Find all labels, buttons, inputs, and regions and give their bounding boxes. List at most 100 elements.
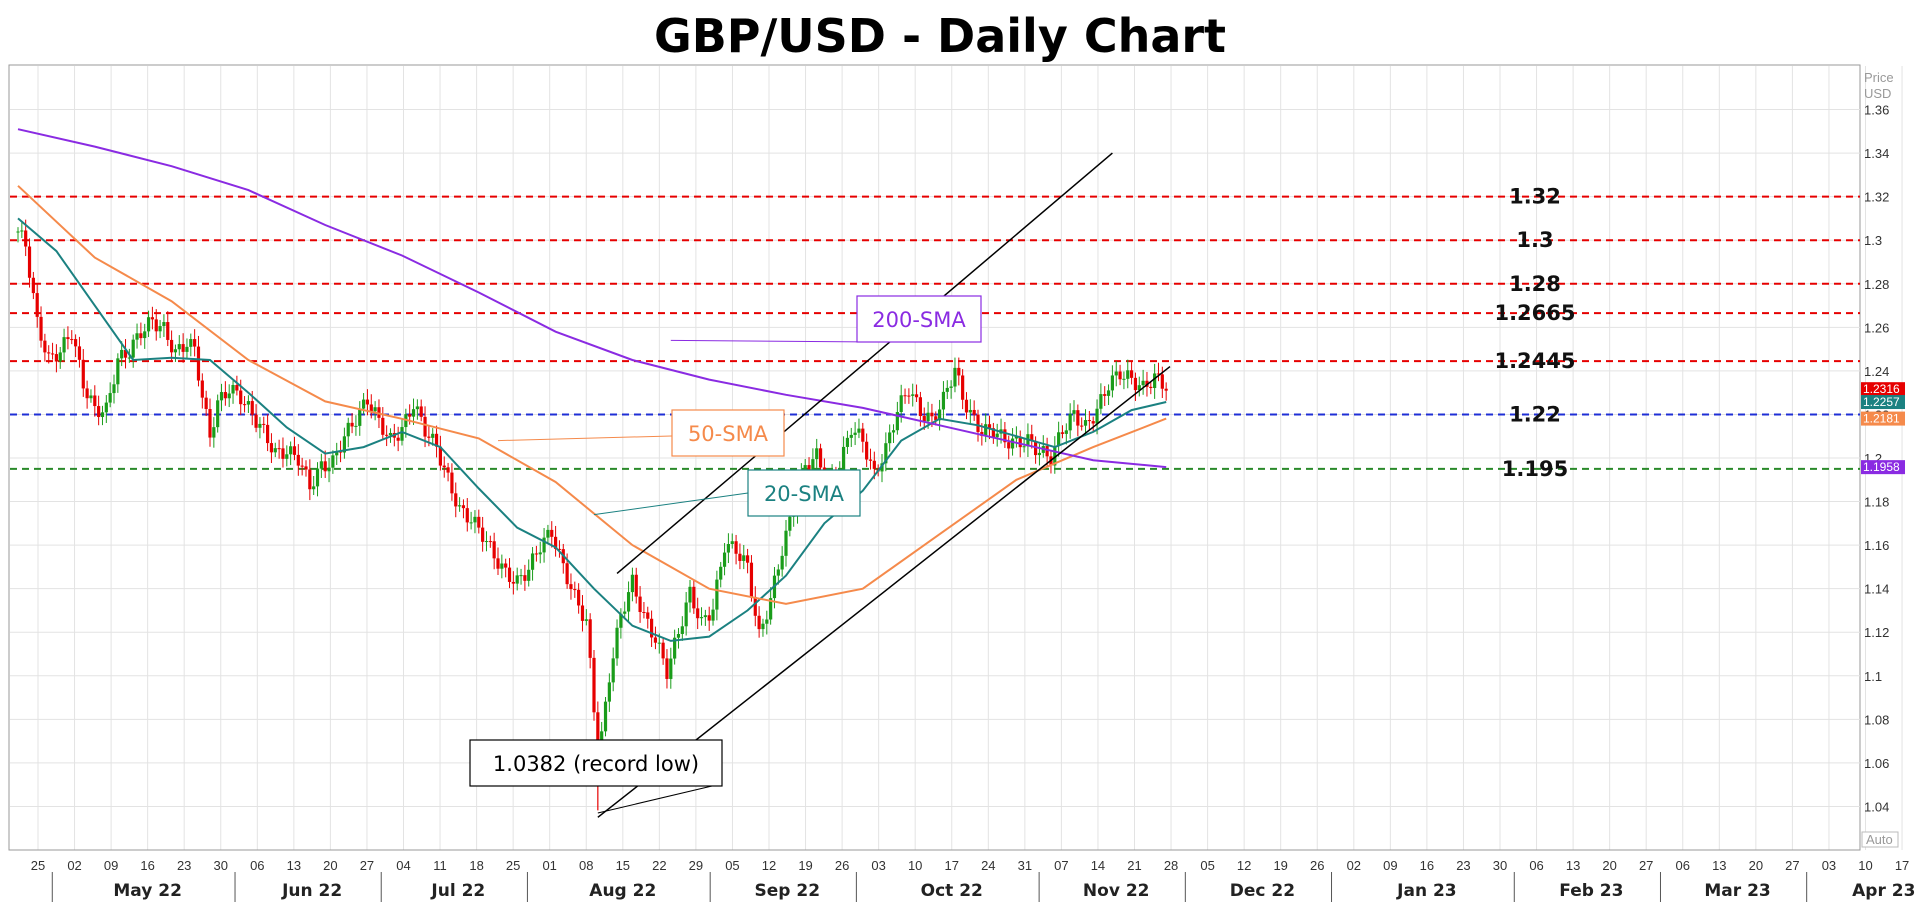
candle-body	[1080, 425, 1084, 427]
x-tick-label: 18	[469, 858, 483, 873]
candle-body	[991, 428, 995, 438]
candle-body	[54, 354, 58, 362]
price-tag	[1861, 382, 1905, 397]
x-tick-label: 04	[396, 858, 410, 873]
candle-body	[603, 701, 608, 732]
candle-body	[250, 401, 254, 415]
y-tick-label: 1.34	[1864, 146, 1889, 161]
candle-body	[93, 395, 97, 407]
candle-body	[212, 427, 216, 438]
candle-body	[964, 399, 969, 413]
candle-body	[1072, 410, 1076, 414]
y-tick-label: 1.08	[1864, 712, 1889, 727]
candle-body	[66, 337, 70, 340]
y-tick-label: 1.3	[1864, 233, 1882, 248]
candle-body	[177, 344, 181, 350]
x-tick-label: 30	[214, 858, 228, 873]
chart-title: GBP/USD - Daily Chart	[654, 9, 1226, 63]
candle-body	[653, 637, 658, 643]
x-tick-label: 26	[1310, 858, 1324, 873]
candle-body	[308, 469, 312, 490]
x-tick-label: 01	[542, 858, 556, 873]
x-tick-label: 03	[871, 858, 885, 873]
candle-body	[338, 451, 343, 453]
candle-body	[511, 581, 515, 584]
candle-body	[918, 397, 922, 417]
month-label: Mar 23	[1704, 881, 1770, 901]
candle-body	[112, 384, 116, 394]
candle-body	[922, 416, 926, 422]
candle-body	[926, 412, 930, 422]
month-label: Jul 22	[430, 881, 485, 901]
x-tick-label: 25	[506, 858, 520, 873]
sma-line-50-sma	[17, 185, 1167, 605]
candle-body	[1014, 436, 1018, 439]
candle-body	[373, 407, 377, 412]
price-tag-label: 1.2181	[1863, 412, 1900, 426]
candle-body	[262, 423, 266, 425]
month-label: Apr 23	[1852, 881, 1915, 901]
candle-body	[634, 574, 638, 597]
candle-body	[665, 658, 669, 679]
candle-body	[116, 358, 120, 385]
x-tick-label: 03	[1822, 858, 1836, 873]
candle-body	[20, 230, 24, 232]
candle-body	[565, 563, 569, 585]
candle-body	[458, 505, 462, 507]
candle-body	[1164, 388, 1168, 391]
candle-body	[914, 394, 919, 398]
candle-body	[58, 352, 62, 362]
candle-body	[761, 623, 765, 630]
candle-body	[331, 455, 335, 468]
candle-body	[85, 388, 89, 399]
annotation-leader	[670, 339, 878, 343]
candle-body	[419, 406, 423, 417]
candle-body	[650, 618, 654, 638]
candle-body	[1037, 452, 1042, 456]
candle-body	[123, 349, 128, 358]
x-tick-label: 06	[250, 858, 264, 873]
candle-body	[1060, 432, 1065, 434]
y-tick-label: 1.18	[1864, 495, 1889, 510]
candle-body	[1003, 429, 1007, 443]
month-label: May 22	[113, 881, 182, 901]
level-label: 1.3	[1516, 228, 1553, 252]
candle-body	[1030, 434, 1034, 441]
candle-body	[554, 536, 558, 549]
candle-body	[776, 569, 780, 576]
candle-body	[638, 596, 642, 613]
candle-body	[757, 615, 761, 630]
candle-body	[907, 395, 911, 397]
candle-body	[158, 326, 162, 332]
y-axis-unit: USD	[1864, 86, 1891, 101]
candle-body	[189, 339, 193, 347]
annotations: 200-SMA 50-SMA 20-SMA 1.0382 (record low)	[469, 295, 982, 814]
candle-body	[1057, 432, 1061, 447]
candle-body	[584, 619, 588, 621]
candle-body	[27, 246, 32, 278]
candle-body	[461, 505, 466, 509]
y-axis-label: Price	[1864, 70, 1894, 85]
candle-body	[692, 586, 696, 609]
candle-body	[208, 409, 212, 438]
candle-body	[235, 385, 239, 391]
candle-body	[24, 230, 28, 247]
candle-body	[749, 562, 754, 597]
candle-body	[481, 527, 485, 542]
candle-body	[354, 425, 358, 427]
candle-body	[884, 443, 888, 464]
candle-body	[857, 428, 861, 433]
x-axis: 25 02 09 16 23 30 06 13 20 27 04 11 18 25 01 08 15 22 29 05…	[10, 849, 1915, 902]
x-tick-label: 31	[1018, 858, 1032, 873]
auto-scale-box	[1861, 831, 1899, 848]
candle-body	[753, 596, 757, 616]
candle-body	[930, 412, 934, 417]
y-tick-label: 1.24	[1864, 364, 1889, 379]
auto-scale-label: Auto	[1866, 832, 1893, 847]
x-tick-label: 13	[1566, 858, 1580, 873]
level-label: 1.32	[1509, 185, 1561, 209]
candle-body	[811, 459, 815, 471]
candle-body	[385, 434, 389, 436]
annotation-box	[469, 739, 723, 787]
candle-body	[327, 467, 331, 472]
